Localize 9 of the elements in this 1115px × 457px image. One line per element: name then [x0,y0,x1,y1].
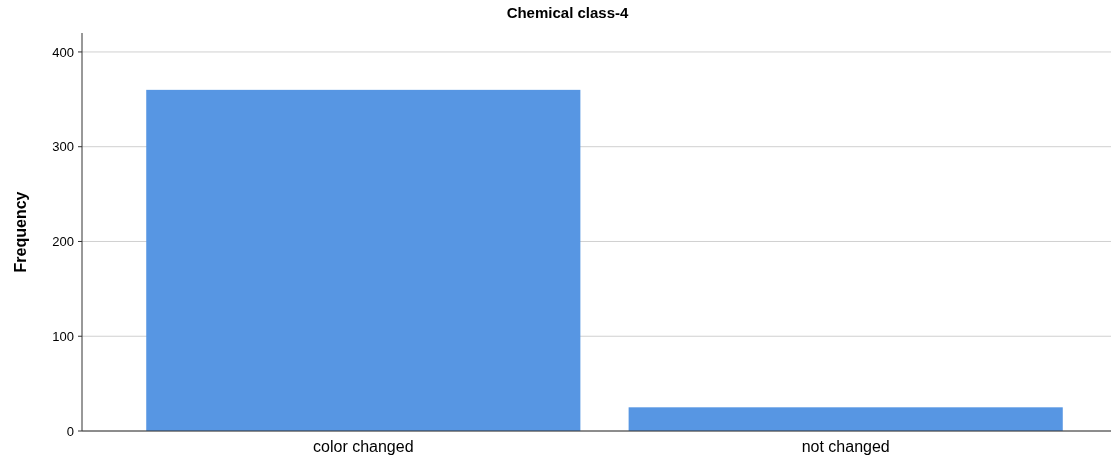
y-tick-label: 100 [52,328,74,344]
x-tick-label: color changed [313,438,414,455]
y-tick-label: 200 [52,234,74,250]
y-tick-label: 400 [52,44,74,60]
chart-title: Chemical class-4 [506,4,630,21]
y-tick-label: 0 [66,423,74,439]
y-axis-title: Frequency [12,191,29,273]
x-tick-label: not changed [801,438,890,455]
y-tick-label: 300 [52,139,74,155]
